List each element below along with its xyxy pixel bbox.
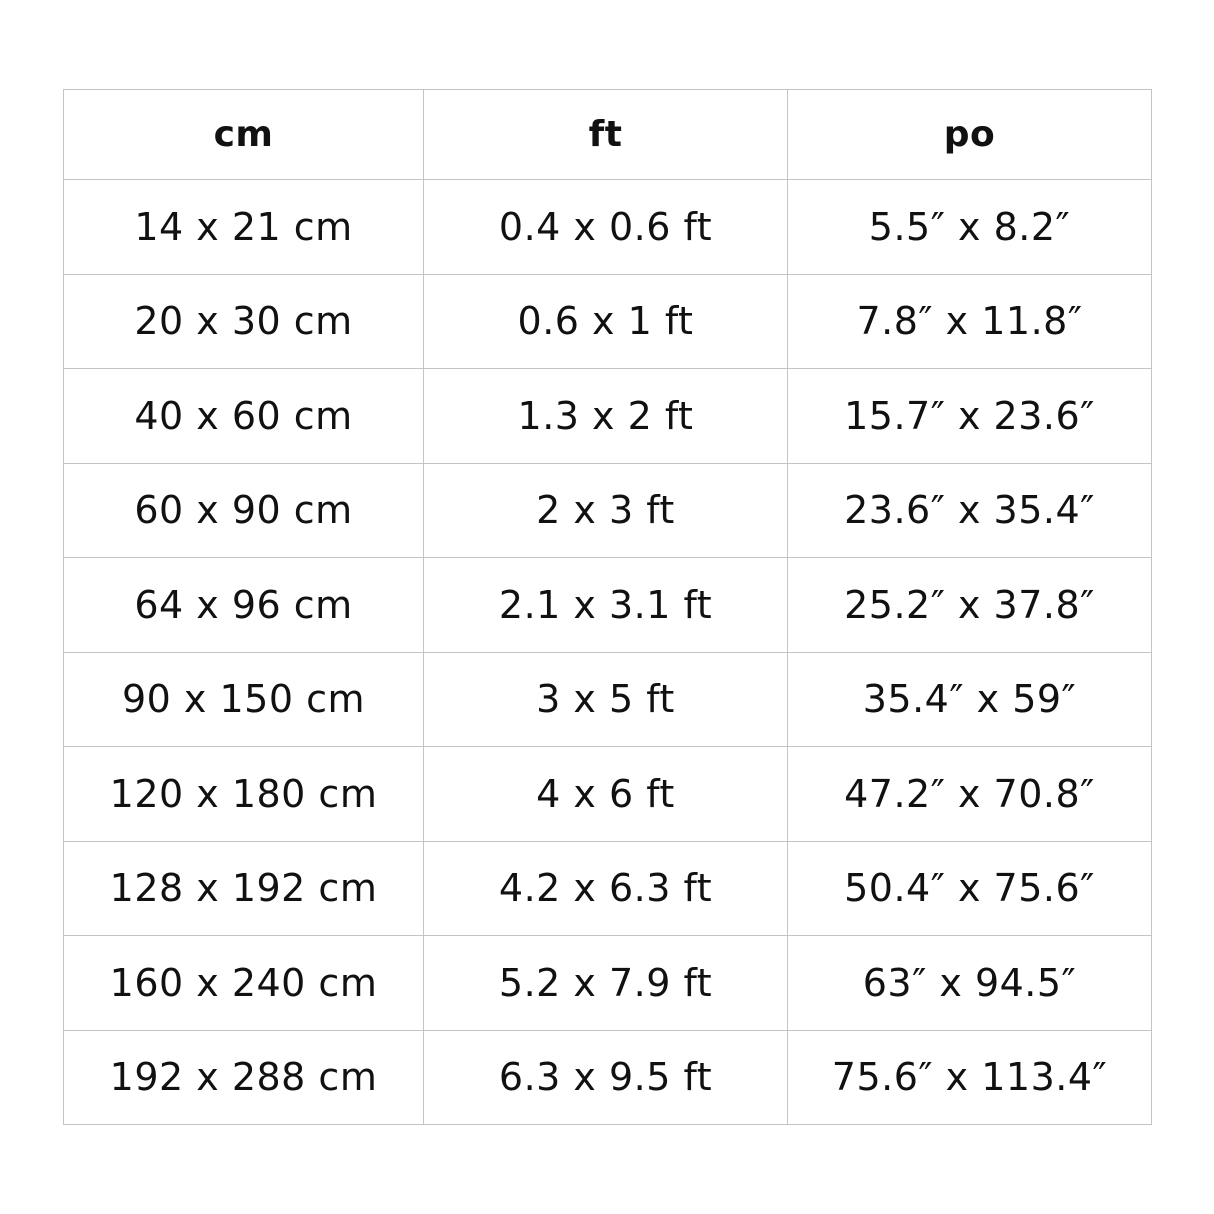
table-row: 128 x 192 cm 4.2 x 6.3 ft 50.4″ x 75.6″ xyxy=(63,840,1152,936)
cell-cm: 64 x 96 cm xyxy=(63,557,424,653)
cell-po: 35.4″ x 59″ xyxy=(787,651,1152,747)
cell-po: 47.2″ x 70.8″ xyxy=(787,746,1152,842)
cell-cm: 90 x 150 cm xyxy=(63,651,424,747)
cell-po: 75.6″ x 113.4″ xyxy=(787,1029,1152,1125)
cell-po: 23.6″ x 35.4″ xyxy=(787,462,1152,558)
table-row: 20 x 30 cm 0.6 x 1 ft 7.8″ x 11.8″ xyxy=(63,273,1152,369)
cell-cm: 60 x 90 cm xyxy=(63,462,424,558)
cell-ft: 3 x 5 ft xyxy=(423,651,788,747)
cell-cm: 192 x 288 cm xyxy=(63,1029,424,1125)
cell-ft: 2 x 3 ft xyxy=(423,462,788,558)
table-row: 120 x 180 cm 4 x 6 ft 47.2″ x 70.8″ xyxy=(63,746,1152,842)
cell-ft: 4.2 x 6.3 ft xyxy=(423,840,788,936)
cell-po: 15.7″ x 23.6″ xyxy=(787,368,1152,464)
header-ft: ft xyxy=(423,89,788,180)
cell-po: 50.4″ x 75.6″ xyxy=(787,840,1152,936)
cell-po: 5.5″ x 8.2″ xyxy=(787,179,1152,275)
cell-ft: 5.2 x 7.9 ft xyxy=(423,935,788,1031)
cell-ft: 6.3 x 9.5 ft xyxy=(423,1029,788,1125)
table-row: 64 x 96 cm 2.1 x 3.1 ft 25.2″ x 37.8″ xyxy=(63,557,1152,653)
cell-po: 25.2″ x 37.8″ xyxy=(787,557,1152,653)
table-row: 192 x 288 cm 6.3 x 9.5 ft 75.6″ x 113.4″ xyxy=(63,1029,1152,1125)
size-conversion-table: cm ft po 14 x 21 cm 0.4 x 0.6 ft 5.5″ x 8.… xyxy=(63,89,1152,1125)
cell-cm: 14 x 21 cm xyxy=(63,179,424,275)
header-row: cm ft po xyxy=(63,89,1152,180)
cell-cm: 160 x 240 cm xyxy=(63,935,424,1031)
table-row: 160 x 240 cm 5.2 x 7.9 ft 63″ x 94.5″ xyxy=(63,935,1152,1031)
cell-po: 7.8″ x 11.8″ xyxy=(787,273,1152,369)
cell-cm: 120 x 180 cm xyxy=(63,746,424,842)
cell-ft: 2.1 x 3.1 ft xyxy=(423,557,788,653)
header-cm: cm xyxy=(63,89,424,180)
cell-ft: 4 x 6 ft xyxy=(423,746,788,842)
header-po: po xyxy=(787,89,1152,180)
table-row: 60 x 90 cm 2 x 3 ft 23.6″ x 35.4″ xyxy=(63,462,1152,558)
cell-po: 63″ x 94.5″ xyxy=(787,935,1152,1031)
cell-cm: 128 x 192 cm xyxy=(63,840,424,936)
cell-ft: 0.6 x 1 ft xyxy=(423,273,788,369)
table-row: 90 x 150 cm 3 x 5 ft 35.4″ x 59″ xyxy=(63,651,1152,747)
cell-ft: 0.4 x 0.6 ft xyxy=(423,179,788,275)
table-row: 40 x 60 cm 1.3 x 2 ft 15.7″ x 23.6″ xyxy=(63,368,1152,464)
cell-cm: 20 x 30 cm xyxy=(63,273,424,369)
table-row: 14 x 21 cm 0.4 x 0.6 ft 5.5″ x 8.2″ xyxy=(63,179,1152,275)
cell-cm: 40 x 60 cm xyxy=(63,368,424,464)
cell-ft: 1.3 x 2 ft xyxy=(423,368,788,464)
